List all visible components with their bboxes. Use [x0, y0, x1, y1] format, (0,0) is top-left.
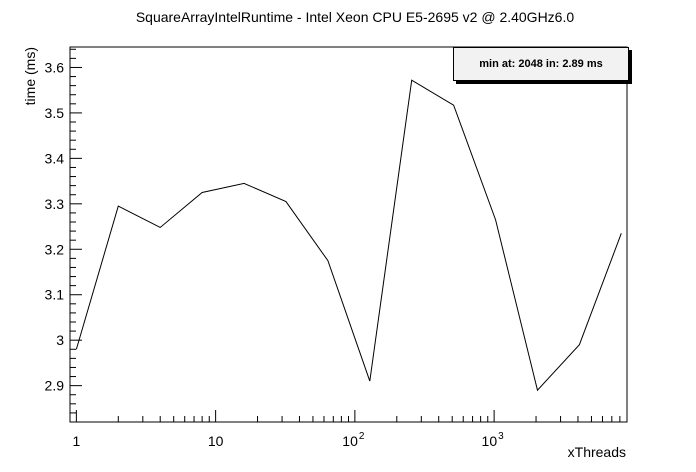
x-minor-ticks — [117, 416, 621, 422]
stats-box: min at: 2048 in: 2.89 ms — [453, 47, 629, 81]
y-tick-label: 3.1 — [45, 287, 65, 303]
x-tick-label: 10 — [208, 433, 224, 449]
chart-title: SquareArrayIntelRuntime - Intel Xeon CPU… — [136, 9, 575, 25]
y-tick-label: 3.2 — [45, 241, 65, 257]
y-tick-label: 3 — [56, 332, 64, 348]
x-tick-exponent: 2 — [359, 431, 365, 442]
y-tick-label: 3.3 — [45, 196, 65, 212]
stats-text: min at: 2048 in: 2.89 ms — [479, 58, 603, 70]
y-tick-label: 3.4 — [45, 150, 65, 166]
x-axis-ticks: 1 10 10 2 10 3 — [72, 410, 504, 449]
x-axis-label: xThreads — [568, 444, 626, 460]
x-tick-label: 10 — [342, 433, 358, 449]
series-line — [75, 79, 622, 392]
plot-frame — [69, 46, 628, 423]
x-tick-label: 10 — [482, 433, 498, 449]
x-tick-label: 1 — [72, 433, 80, 449]
y-axis-label: time (ms) — [22, 47, 38, 105]
y-tick-label: 3.5 — [45, 105, 65, 121]
x-tick-exponent: 3 — [498, 431, 504, 442]
y-tick-label: 2.9 — [45, 378, 65, 394]
y-tick-label: 3.6 — [45, 59, 65, 75]
y-axis-ticks: 2.9 3 3.1 3.2 3.3 3.4 3.5 3.6 — [45, 48, 82, 414]
